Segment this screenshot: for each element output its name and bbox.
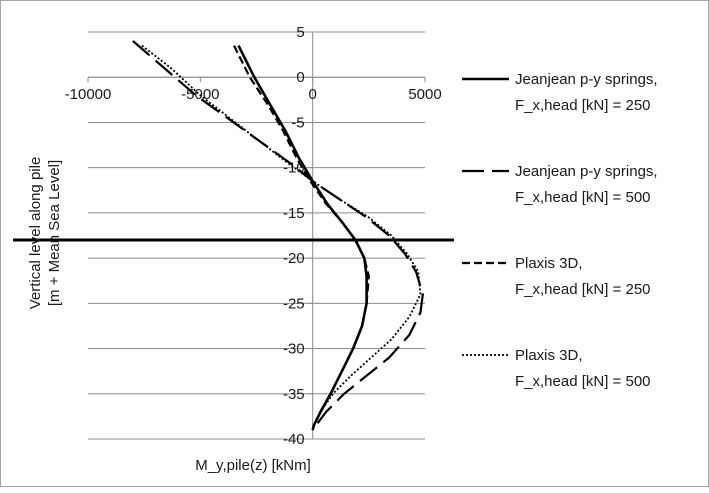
legend-label-line1: Plaxis 3D, <box>515 347 583 364</box>
tick-layer: 50-5-10-15-20-25-30-35-40-10000 -5000 0 500… <box>65 24 442 448</box>
y-tick-label: 5 <box>296 24 304 41</box>
title-layer: M_y,pile(z) [kNm] Vertical level along p… <box>27 157 311 474</box>
legend-label-line2: F_x,head [kN] = 250 <box>515 281 651 298</box>
series-line-3 <box>233 45 370 431</box>
y-tick-label: 0 <box>296 69 304 86</box>
y-tick-label: -30 <box>283 341 305 358</box>
x-tick-label: 0 <box>308 86 316 103</box>
x-tick-label: -5000 <box>181 86 219 103</box>
y-tick-label: -20 <box>283 250 305 267</box>
legend-label-line2: F_x,head [kN] = 500 <box>515 373 651 390</box>
series-layer <box>13 40 454 431</box>
axis-layer <box>87 31 426 440</box>
legend-label-line1: Jeanjean p-y springs, <box>515 71 658 88</box>
legend-label-line1: Plaxis 3D, <box>515 255 583 272</box>
y-axis-title-line1: Vertical level along pile <box>27 157 44 310</box>
y-tick-label: -35 <box>283 386 305 403</box>
y-tick-label: -15 <box>283 205 305 222</box>
series-line-1 <box>237 45 368 431</box>
y-tick-label: -5 <box>291 114 304 131</box>
y-tick-label: -10 <box>283 160 305 177</box>
x-axis-title: M_y,pile(z) [kNm] <box>195 457 311 474</box>
legend-label-line2: F_x,head [kN] = 250 <box>515 97 651 114</box>
legend-label-line2: F_x,head [kN] = 500 <box>515 189 651 206</box>
legend-label-line1: Jeanjean p-y springs, <box>515 163 658 180</box>
x-tick-label: 5000 <box>408 86 441 103</box>
x-tick-label: -10000 <box>65 86 112 103</box>
series-line-4 <box>141 44 422 431</box>
y-tick-label: -25 <box>283 295 305 312</box>
y-axis-title-line2: [m + Mean Sea Level] <box>46 160 63 306</box>
legend: Jeanjean p-y springs, F_x,head [kN] = 250… <box>462 71 658 390</box>
y-tick-label: -40 <box>283 431 305 448</box>
series-line-2 <box>132 40 424 431</box>
grid-layer <box>88 31 425 440</box>
